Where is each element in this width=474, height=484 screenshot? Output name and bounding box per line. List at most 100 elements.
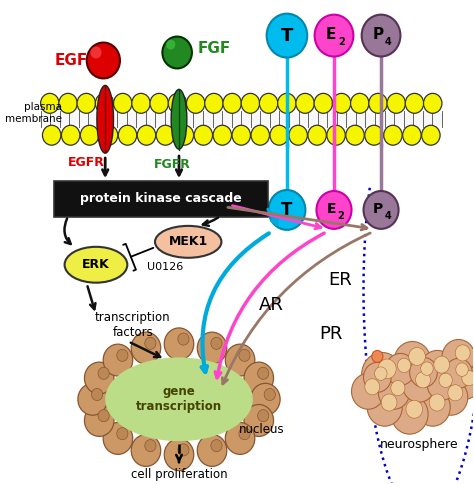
Bar xyxy=(41,113,442,125)
Circle shape xyxy=(103,423,133,454)
Text: EGFR: EGFR xyxy=(68,156,105,168)
Circle shape xyxy=(166,40,175,49)
Circle shape xyxy=(257,409,269,422)
Circle shape xyxy=(132,93,150,113)
Text: protein kinase cascade: protein kinase cascade xyxy=(80,193,241,206)
Circle shape xyxy=(421,362,433,376)
Circle shape xyxy=(241,93,260,113)
Circle shape xyxy=(429,394,445,411)
Circle shape xyxy=(372,350,383,363)
Circle shape xyxy=(156,125,174,145)
Circle shape xyxy=(422,125,440,145)
Circle shape xyxy=(98,367,109,379)
Circle shape xyxy=(103,344,133,376)
Circle shape xyxy=(398,358,411,373)
Ellipse shape xyxy=(171,90,187,149)
Circle shape xyxy=(164,328,194,360)
Text: gene
transcription: gene transcription xyxy=(136,385,222,413)
Circle shape xyxy=(346,125,364,145)
Text: PR: PR xyxy=(319,326,343,344)
Circle shape xyxy=(145,337,156,349)
Text: plasma
membrane: plasma membrane xyxy=(5,103,62,124)
Circle shape xyxy=(384,125,402,145)
Circle shape xyxy=(374,367,387,380)
Circle shape xyxy=(448,385,463,401)
Text: 2: 2 xyxy=(338,37,345,46)
Circle shape xyxy=(59,93,77,113)
Text: U0126: U0126 xyxy=(147,262,183,272)
Circle shape xyxy=(409,348,425,365)
Circle shape xyxy=(178,333,189,345)
Circle shape xyxy=(197,435,227,467)
Circle shape xyxy=(78,383,108,415)
Circle shape xyxy=(267,14,307,58)
Text: transcription
factors: transcription factors xyxy=(95,311,171,338)
Circle shape xyxy=(332,93,351,113)
Circle shape xyxy=(415,388,450,426)
Circle shape xyxy=(62,125,80,145)
Circle shape xyxy=(84,405,114,437)
Circle shape xyxy=(427,368,456,400)
Circle shape xyxy=(364,363,391,393)
Circle shape xyxy=(118,125,137,145)
Circle shape xyxy=(365,379,380,395)
Circle shape xyxy=(131,332,161,364)
Circle shape xyxy=(439,373,452,388)
Circle shape xyxy=(225,423,255,454)
Text: P: P xyxy=(373,27,384,42)
Circle shape xyxy=(315,15,354,57)
Circle shape xyxy=(289,125,307,145)
Circle shape xyxy=(296,93,314,113)
Circle shape xyxy=(77,93,96,113)
Circle shape xyxy=(308,125,326,145)
Circle shape xyxy=(239,349,250,362)
Circle shape xyxy=(211,337,222,349)
Circle shape xyxy=(95,93,114,113)
Circle shape xyxy=(117,349,128,362)
Circle shape xyxy=(405,93,424,113)
Ellipse shape xyxy=(97,85,113,153)
Circle shape xyxy=(81,125,99,145)
Circle shape xyxy=(362,352,402,396)
Circle shape xyxy=(186,93,205,113)
Circle shape xyxy=(213,125,231,145)
Circle shape xyxy=(317,191,352,229)
Circle shape xyxy=(194,125,212,145)
Circle shape xyxy=(449,365,474,399)
Circle shape xyxy=(402,366,436,402)
Circle shape xyxy=(462,370,474,386)
Text: FGFR: FGFR xyxy=(154,158,191,170)
Text: EGF: EGF xyxy=(55,53,88,68)
Text: T: T xyxy=(281,27,293,45)
Circle shape xyxy=(168,93,187,113)
Circle shape xyxy=(84,362,114,394)
Circle shape xyxy=(420,350,455,388)
Circle shape xyxy=(423,93,442,113)
Circle shape xyxy=(91,46,101,59)
Circle shape xyxy=(381,394,397,411)
Text: MEK1: MEK1 xyxy=(169,235,208,248)
Text: ERK: ERK xyxy=(82,258,110,271)
Text: nucleus: nucleus xyxy=(239,423,284,436)
Circle shape xyxy=(327,125,345,145)
Circle shape xyxy=(391,380,405,396)
Circle shape xyxy=(87,43,120,78)
Text: E: E xyxy=(327,202,336,216)
Circle shape xyxy=(435,379,468,415)
Circle shape xyxy=(351,93,369,113)
Text: T: T xyxy=(281,201,292,219)
Ellipse shape xyxy=(155,226,221,258)
Circle shape xyxy=(364,191,399,229)
Circle shape xyxy=(114,93,132,113)
Circle shape xyxy=(43,125,61,145)
Circle shape xyxy=(391,394,428,434)
Circle shape xyxy=(131,435,161,467)
Circle shape xyxy=(137,125,155,145)
Circle shape xyxy=(98,409,109,422)
Text: cell proliferation: cell proliferation xyxy=(131,469,228,482)
Text: 2: 2 xyxy=(337,211,344,221)
Text: 4: 4 xyxy=(385,37,392,46)
Circle shape xyxy=(378,359,396,379)
Circle shape xyxy=(244,362,273,394)
Circle shape xyxy=(434,356,450,373)
